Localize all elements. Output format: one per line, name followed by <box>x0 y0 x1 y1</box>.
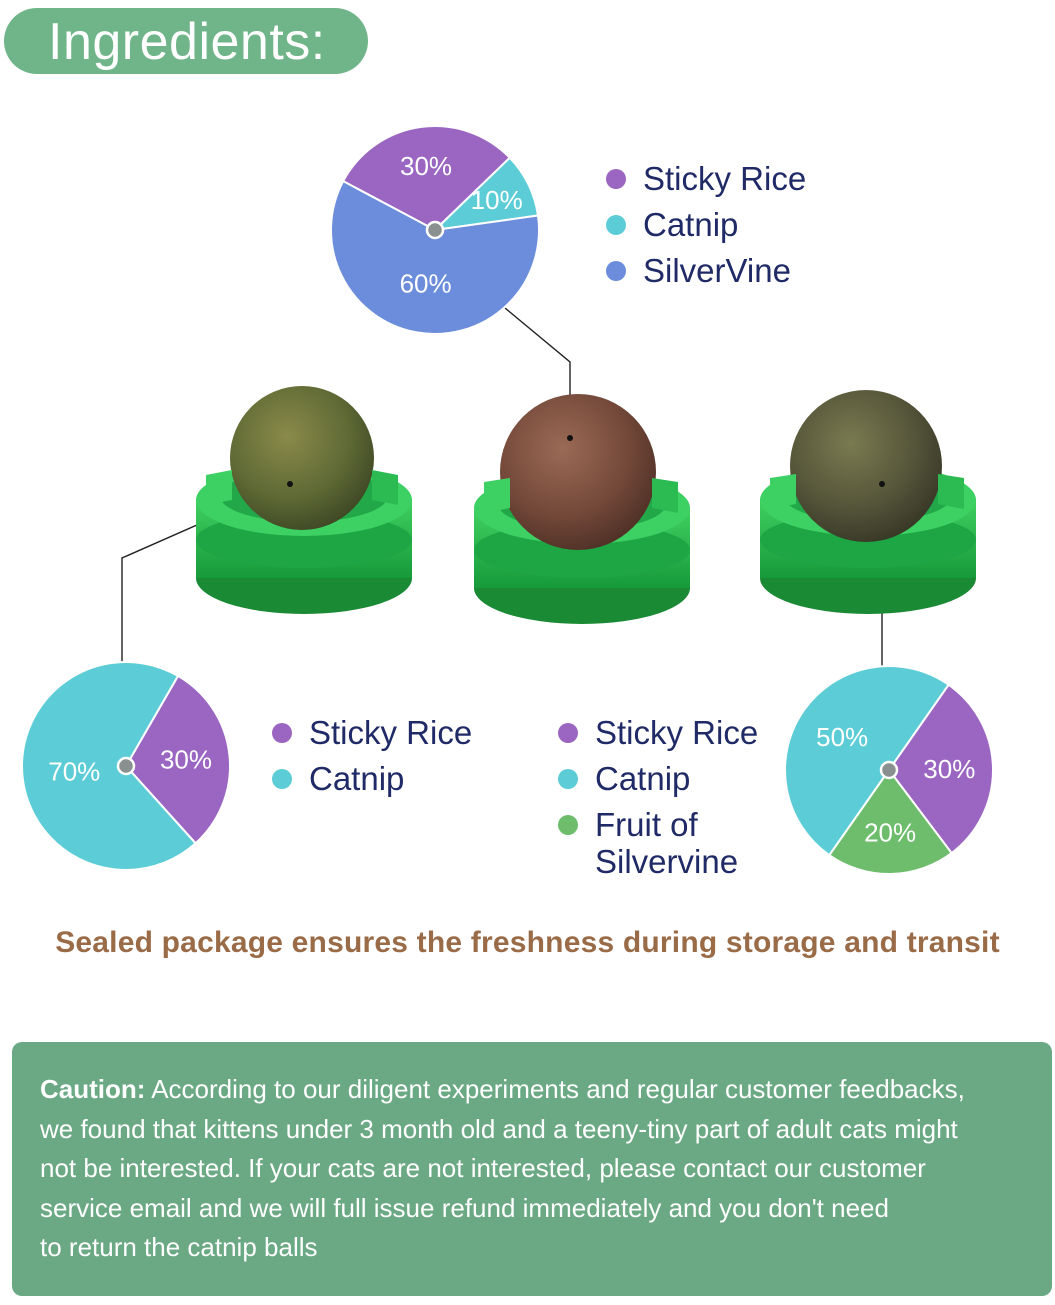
legend-label: Fruit of Silvervine <box>595 802 738 880</box>
pie-slice-label: 10% <box>471 185 523 215</box>
legend-top: Sticky Rice Catnip SilverVine <box>606 156 806 294</box>
legend-dot-sticky-rice <box>558 723 578 743</box>
caution-line: service email and we will full issue ref… <box>40 1192 889 1223</box>
legend-label: SilverVine <box>643 252 791 289</box>
legend-label: Sticky Rice <box>595 714 759 751</box>
pie-slice-label: 60% <box>400 268 452 298</box>
legend-item: Catnip <box>606 202 806 248</box>
pie-center-hub <box>879 760 899 780</box>
pie-slice-catnip <box>784 665 951 857</box>
legend-dot-catnip <box>606 215 626 235</box>
legend-item: Fruit of Silvervine <box>558 802 758 880</box>
legend-item: Sticky Rice <box>606 156 806 202</box>
pie-slice-silvervine <box>330 179 540 335</box>
catnip-ball-right <box>760 390 976 614</box>
pie-slice-label: 70% <box>48 756 100 786</box>
legend-dot-catnip <box>558 769 578 789</box>
caution-line: we found that kittens under 3 month old … <box>40 1113 958 1144</box>
legend-item: Sticky Rice <box>272 710 472 756</box>
legend-dot-silvervine <box>606 261 626 281</box>
pie-chart-right: 50% 30% 20% <box>784 665 994 875</box>
catnip-ball-left <box>196 386 412 614</box>
pie-center-hub <box>116 756 136 776</box>
catnip-ball-middle <box>474 394 690 624</box>
pie-slice-label: 30% <box>923 754 975 784</box>
pie-slice-label: 30% <box>400 151 452 181</box>
legend-dot-sticky-rice <box>606 169 626 189</box>
caution-line: not be interested. If your cats are not … <box>40 1153 926 1183</box>
caution-line: According to our diligent experiments an… <box>145 1074 965 1104</box>
pie-slice-fruit-of-silvervine <box>827 768 953 875</box>
tagline: Sealed package ensures the freshness dur… <box>55 926 1000 959</box>
legend-label: Catnip <box>643 206 739 243</box>
pie-slice-sticky-rice <box>124 674 231 845</box>
legend-item: Sticky Rice <box>558 710 758 756</box>
legend-label: Sticky Rice <box>643 160 807 197</box>
pie-chart-left: 30% 70% <box>21 661 231 871</box>
legend-right: Sticky Rice Catnip Fruit of Silvervine <box>558 710 758 880</box>
legend-dot-catnip <box>272 769 292 789</box>
pie-slice-label: 20% <box>864 817 916 847</box>
caution-label: Caution: <box>40 1074 146 1104</box>
caution-text: Caution: According to our diligent exper… <box>40 1070 1040 1268</box>
legend-dot-sticky-rice <box>272 723 292 743</box>
legend-item: Catnip <box>272 756 472 802</box>
legend-label-line: Fruit of <box>595 806 698 843</box>
caution-box: Caution: According to our diligent exper… <box>12 1042 1052 1296</box>
legend-dot-fruit-of-silvervine <box>558 815 578 835</box>
legend-label: Sticky Rice <box>309 714 473 751</box>
pie-slice-catnip <box>21 661 198 871</box>
title-pill: Ingredients: <box>4 8 368 74</box>
legend-label-line: Silvervine <box>595 843 739 880</box>
legend-label: Catnip <box>595 760 691 797</box>
pie-slice-label: 30% <box>160 745 212 775</box>
legend-left: Sticky Rice Catnip <box>272 710 472 802</box>
pie-chart-top: 30% 10% 60% <box>330 125 540 335</box>
pie-center-hub <box>425 220 445 240</box>
legend-label: Catnip <box>309 760 405 797</box>
legend-item: Catnip <box>558 756 758 802</box>
legend-item: SilverVine <box>606 248 806 294</box>
pie-slice-sticky-rice <box>887 683 994 855</box>
pie-slice-label: 50% <box>816 722 868 752</box>
caution-line: to return the catnip balls <box>40 1232 318 1262</box>
page-title: Ingredients: <box>48 13 326 71</box>
pie-slice-sticky-rice <box>341 125 512 232</box>
